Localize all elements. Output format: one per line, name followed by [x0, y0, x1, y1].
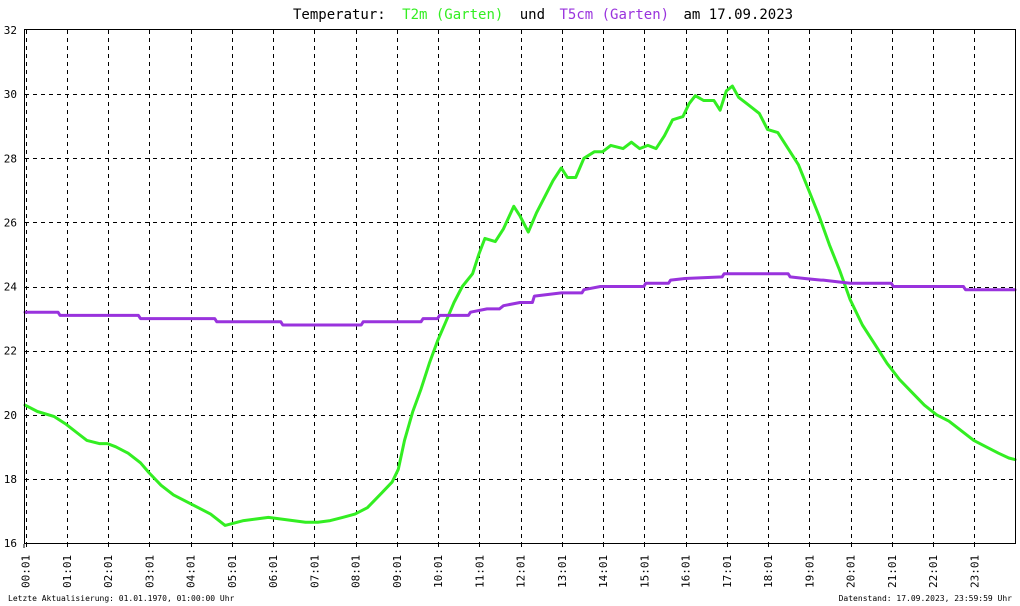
x-tick-label: 13:01 [556, 555, 569, 588]
x-tick-label: 11:01 [473, 555, 486, 588]
x-tick-label: 20:01 [845, 555, 858, 588]
data-status-text: Datenstand: 17.09.2023, 23:59:59 Uhr [839, 594, 1013, 603]
last-update-text: Letzte Aktualisierung: 01.01.1970, 01:00… [8, 594, 235, 603]
plot-frame [24, 29, 1016, 544]
x-axis-ticks: 00:01 01:01 02:01 03:01 04:01 05:01 06:01 07:01… [20, 543, 981, 588]
x-tick-label: 01:01 [61, 555, 74, 588]
chart-title: Temperatur: T2m (Garten) und T5cm (Garte… [293, 7, 793, 23]
y-axis-ticks: 16 18 20 22 24 26 28 30 32 [4, 24, 18, 550]
data-series [23, 84, 1017, 527]
x-tick-label: 16:01 [680, 555, 693, 588]
x-tick-label: 06:01 [267, 555, 280, 588]
y-tick-label: 28 [4, 152, 17, 165]
y-tick-label: 18 [4, 473, 17, 486]
x-tick-label: 21:01 [886, 555, 899, 588]
x-tick-label: 23:01 [968, 555, 981, 588]
x-tick-label: 07:01 [308, 555, 321, 588]
x-tick-label: 00:01 [20, 555, 33, 588]
x-tick-label: 12:01 [515, 555, 528, 588]
title-series-t2m: T2m (Garten) [402, 7, 503, 23]
x-tick-label: 09:01 [391, 555, 404, 588]
x-tick-label: 03:01 [143, 555, 156, 588]
y-tick-label: 20 [4, 409, 17, 422]
y-tick-label: 22 [4, 345, 17, 358]
x-tick-label: 14:01 [597, 555, 610, 588]
x-tick-label: 22:01 [927, 555, 940, 588]
x-tick-label: 02:01 [102, 555, 115, 588]
grid-lines [25, 30, 1015, 543]
x-tick-label: 17:01 [721, 555, 734, 588]
x-tick-label: 18:01 [762, 555, 775, 588]
title-suffix: am 17.09.2023 [684, 7, 794, 23]
title-prefix: Temperatur: [293, 7, 386, 23]
series-line-t5cm [23, 272, 1017, 327]
y-tick-label: 26 [4, 216, 17, 229]
title-series-t5cm: T5cm (Garten) [559, 7, 669, 23]
y-tick-label: 32 [4, 24, 17, 37]
x-tick-label: 10:01 [432, 555, 445, 588]
title-joiner: und [520, 7, 545, 23]
y-tick-label: 24 [4, 281, 18, 294]
x-tick-label: 05:01 [226, 555, 239, 588]
y-tick-label: 16 [4, 537, 17, 550]
x-tick-label: 19:01 [803, 555, 816, 588]
x-tick-label: 08:01 [350, 555, 363, 588]
x-tick-label: 04:01 [185, 555, 198, 588]
x-tick-label: 15:01 [638, 555, 651, 588]
y-tick-label: 30 [4, 88, 17, 101]
series-line-t2m [23, 84, 1017, 527]
